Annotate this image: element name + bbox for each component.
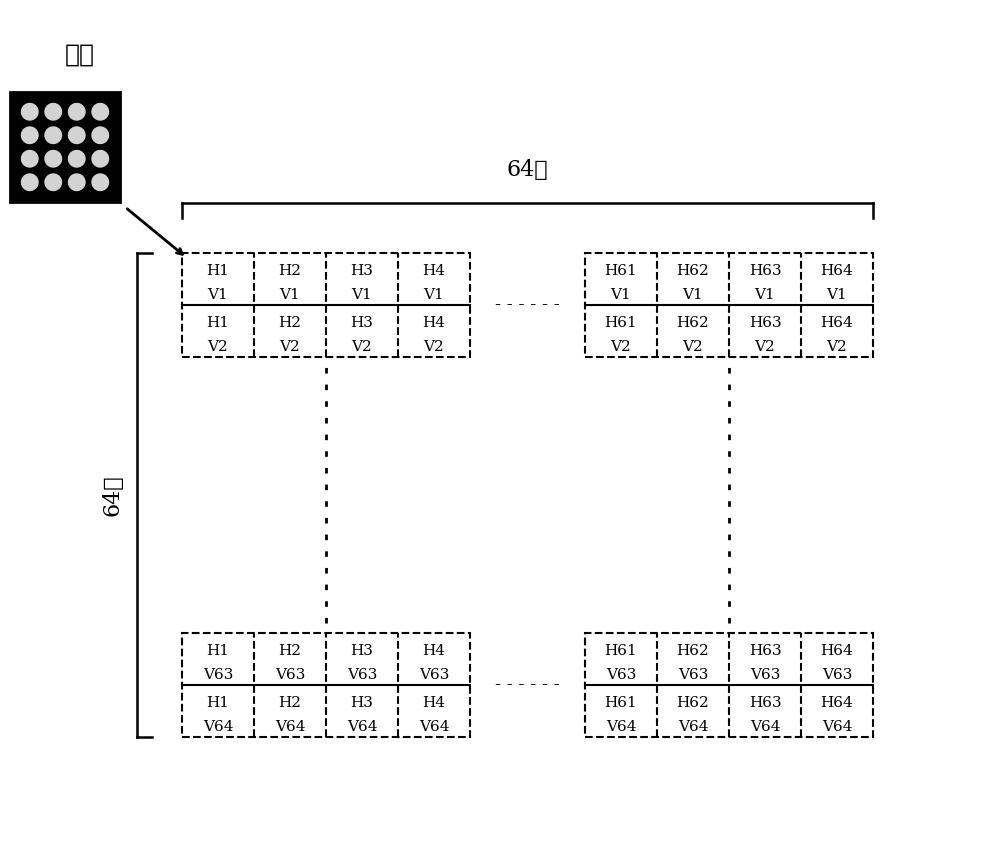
- Bar: [585, 253, 873, 357]
- Text: H63: H63: [749, 696, 781, 710]
- Text: V2: V2: [208, 339, 228, 354]
- Circle shape: [43, 125, 63, 145]
- Text: V1: V1: [280, 288, 300, 301]
- Circle shape: [20, 149, 40, 168]
- Text: V64: V64: [822, 720, 852, 733]
- Bar: [585, 633, 873, 737]
- Text: 64排: 64排: [101, 474, 123, 516]
- Text: V2: V2: [424, 339, 444, 354]
- Text: V63: V63: [203, 668, 233, 682]
- Text: H4: H4: [423, 264, 446, 278]
- Text: H64: H64: [821, 317, 853, 330]
- Text: V1: V1: [208, 288, 228, 301]
- Text: H63: H63: [749, 264, 781, 278]
- Circle shape: [43, 149, 63, 168]
- Text: V64: V64: [419, 720, 449, 733]
- Bar: [10, 92, 120, 202]
- Text: V64: V64: [750, 720, 780, 733]
- Circle shape: [20, 125, 40, 145]
- Circle shape: [90, 173, 110, 192]
- Circle shape: [43, 102, 63, 122]
- Text: H61: H61: [605, 696, 637, 710]
- Text: H64: H64: [821, 696, 853, 710]
- Text: H63: H63: [749, 644, 781, 658]
- Text: V2: V2: [755, 339, 775, 354]
- Circle shape: [67, 149, 87, 168]
- Text: H62: H62: [677, 317, 709, 330]
- Text: V63: V63: [275, 668, 305, 682]
- Text: H62: H62: [677, 264, 709, 278]
- Text: V63: V63: [419, 668, 449, 682]
- Text: V64: V64: [606, 720, 636, 733]
- Text: H4: H4: [423, 644, 446, 658]
- Text: H1: H1: [207, 644, 230, 658]
- Text: H2: H2: [278, 644, 302, 658]
- Text: H62: H62: [677, 696, 709, 710]
- Text: V64: V64: [203, 720, 233, 733]
- Text: H3: H3: [351, 264, 373, 278]
- Text: V63: V63: [678, 668, 708, 682]
- Text: H2: H2: [278, 696, 302, 710]
- Bar: [182, 633, 470, 737]
- Text: V63: V63: [606, 668, 636, 682]
- Text: - - - - - -: - - - - - -: [495, 296, 560, 314]
- Text: V1: V1: [683, 288, 703, 301]
- Circle shape: [90, 125, 110, 145]
- Text: V1: V1: [424, 288, 444, 301]
- Text: V64: V64: [347, 720, 377, 733]
- Text: H2: H2: [278, 264, 302, 278]
- Text: V1: V1: [755, 288, 775, 301]
- Circle shape: [20, 173, 40, 192]
- Text: H61: H61: [605, 644, 637, 658]
- Text: H3: H3: [351, 644, 373, 658]
- Text: V63: V63: [822, 668, 852, 682]
- Text: H62: H62: [677, 644, 709, 658]
- Circle shape: [43, 173, 63, 192]
- Text: V2: V2: [280, 339, 300, 354]
- Circle shape: [20, 102, 40, 122]
- Text: H64: H64: [821, 264, 853, 278]
- Circle shape: [90, 149, 110, 168]
- Text: V2: V2: [352, 339, 372, 354]
- Text: H61: H61: [605, 317, 637, 330]
- Text: V63: V63: [750, 668, 780, 682]
- Text: H2: H2: [278, 317, 302, 330]
- Circle shape: [67, 125, 87, 145]
- Text: H4: H4: [423, 317, 446, 330]
- Bar: [182, 253, 470, 357]
- Circle shape: [67, 102, 87, 122]
- Text: H64: H64: [821, 644, 853, 658]
- Text: H61: H61: [605, 264, 637, 278]
- Text: H63: H63: [749, 317, 781, 330]
- Text: V64: V64: [275, 720, 305, 733]
- Text: H3: H3: [351, 696, 373, 710]
- Text: - - - - - -: - - - - - -: [495, 676, 560, 694]
- Text: V1: V1: [352, 288, 372, 301]
- Text: H4: H4: [423, 696, 446, 710]
- Text: 光纤: 光纤: [65, 44, 95, 67]
- Text: V1: V1: [827, 288, 847, 301]
- Circle shape: [67, 173, 87, 192]
- Text: H1: H1: [207, 264, 230, 278]
- Text: V63: V63: [347, 668, 377, 682]
- Text: 64列: 64列: [507, 159, 548, 181]
- Text: H3: H3: [351, 317, 373, 330]
- Text: H1: H1: [207, 696, 230, 710]
- Text: V1: V1: [611, 288, 631, 301]
- Text: H1: H1: [207, 317, 230, 330]
- Text: V2: V2: [683, 339, 703, 354]
- Text: V2: V2: [827, 339, 847, 354]
- Text: V64: V64: [678, 720, 708, 733]
- Circle shape: [90, 102, 110, 122]
- Text: V2: V2: [611, 339, 631, 354]
